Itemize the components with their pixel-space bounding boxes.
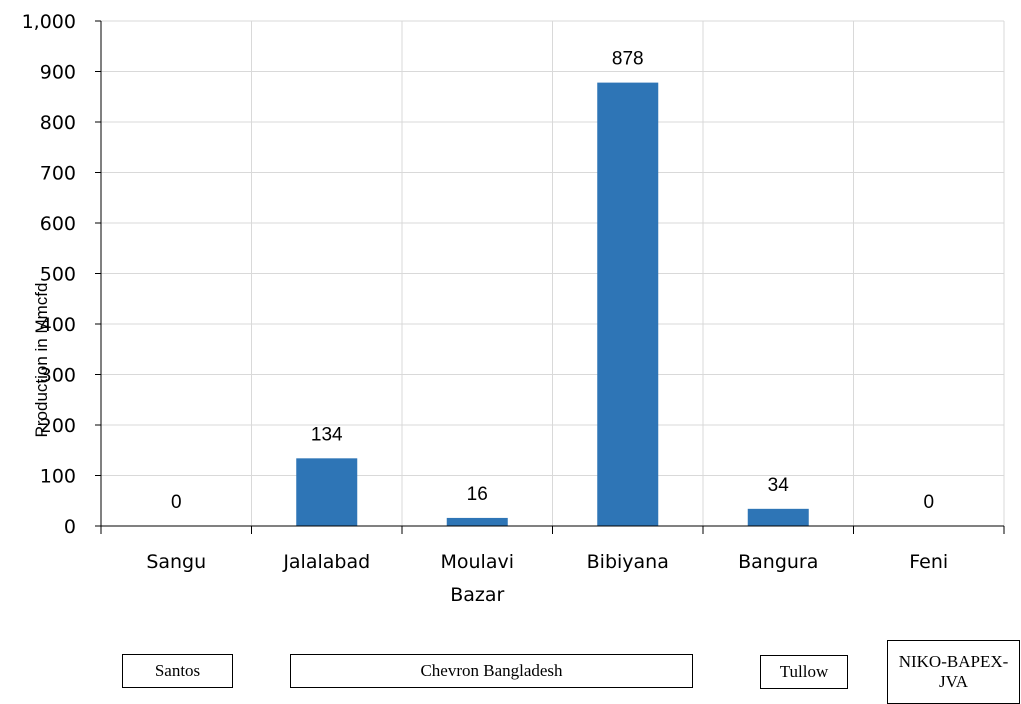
axis-layer: 0 100 200 300 400 500 600 700 800 900 1,000: [22, 11, 1005, 538]
x-category-label: Sangu: [146, 551, 206, 573]
company-label-tullow: Tullow: [760, 655, 848, 689]
y-tick-label: 700: [40, 163, 76, 185]
y-tick-label: 200: [40, 415, 76, 437]
data-label: 0: [923, 492, 934, 513]
y-tick-label: 900: [40, 62, 76, 84]
data-label: 134: [311, 424, 343, 445]
x-category-label: Jalalabad: [282, 551, 370, 573]
y-tick-label: 300: [40, 365, 76, 387]
data-label: 16: [467, 484, 488, 505]
y-tick-label: 0: [64, 516, 76, 538]
y-axis-title: Production in Mmcfd: [32, 283, 51, 438]
y-tick-label: 400: [40, 314, 76, 336]
x-category-label: Bazar: [450, 584, 504, 606]
bar: [747, 508, 809, 526]
bar: [446, 517, 508, 526]
bar: [296, 458, 358, 526]
data-label: 0: [171, 492, 182, 513]
x-category-label: Feni: [909, 551, 948, 573]
x-category-label: Moulavi: [440, 551, 514, 573]
company-label-chevron: Chevron Bangladesh: [290, 654, 693, 688]
x-category-label: Bangura: [738, 551, 818, 573]
bar-chart: 0 100 200 300 400 500 600 700 800 900 1,000 0 Sangu…: [22, 11, 1005, 606]
company-label-santos: Santos: [122, 654, 233, 688]
data-label: 34: [768, 475, 790, 496]
y-tick-label: 800: [40, 112, 76, 134]
x-category-label: Bibiyana: [587, 551, 669, 573]
y-tick-label: 1,000: [22, 11, 76, 33]
company-label-niko: NIKO-BAPEX-JVA: [887, 640, 1020, 704]
y-tick-label: 600: [40, 213, 76, 235]
data-label: 878: [612, 49, 644, 70]
grid-layer: [101, 20, 1005, 526]
bars-layer: [296, 82, 809, 527]
y-tick-label: 500: [40, 264, 76, 286]
bar: [597, 82, 659, 527]
labels-layer: 0 Sangu 134 Jalalabad 16 Moulavi Bazar 878 Bibiy…: [146, 49, 948, 606]
y-tick-label: 100: [40, 466, 76, 488]
